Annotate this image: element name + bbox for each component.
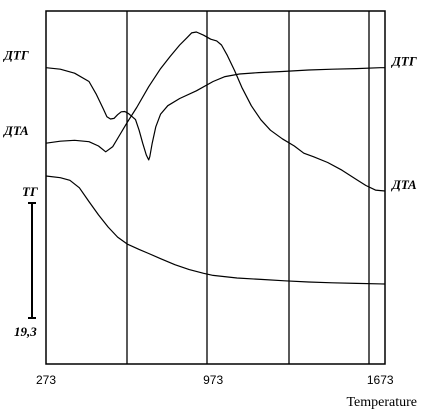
- x-tick-labels: 273 973 1673: [36, 373, 394, 387]
- series-right-label-2: ДТА: [391, 177, 417, 192]
- curve-labels: ДТГ ДТГ ДТА ДТА: [3, 48, 417, 192]
- series-line-3: [45, 175, 386, 285]
- x-tick-label-3: 1673: [367, 373, 394, 387]
- scale-bar-bottom-label: 19,3: [14, 324, 37, 339]
- scale-bar-top-label: ТГ: [22, 184, 38, 199]
- series-line-2: [45, 31, 386, 192]
- series-left-label-2: ДТА: [3, 123, 29, 138]
- plot-frame: [45, 10, 386, 365]
- series-line-1: [45, 67, 385, 161]
- series-curves: [45, 31, 386, 285]
- x-tick-label-2: 973: [203, 373, 223, 387]
- vertical-gridlines: [126, 11, 370, 364]
- series-left-label-1: ДТГ: [3, 48, 29, 63]
- x-tick-label-1: 273: [36, 373, 56, 387]
- scale-bar: ТГ 19,3: [14, 184, 38, 339]
- x-axis-title: Temperature: [346, 395, 417, 410]
- series-right-label-1: ДТГ: [391, 54, 417, 69]
